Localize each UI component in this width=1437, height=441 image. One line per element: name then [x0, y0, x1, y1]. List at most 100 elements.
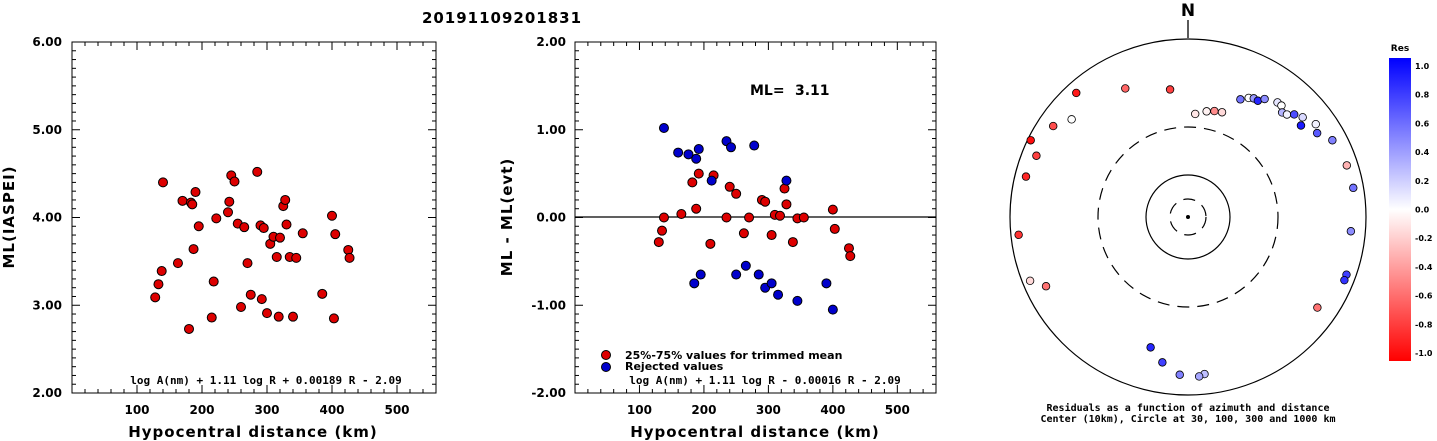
- series-0-point: [774, 210, 785, 221]
- series-1-point: [821, 278, 832, 289]
- data-point: [177, 195, 188, 206]
- station-residual-point: [1021, 172, 1031, 181]
- series-0-point: [687, 177, 698, 188]
- y-tick-label: 0.00: [536, 211, 566, 225]
- series-1-point: [658, 122, 669, 133]
- north-label: N: [1181, 1, 1195, 21]
- series-0-point: [829, 223, 840, 234]
- station-residual-point: [1191, 109, 1200, 119]
- residual-axis-ylabel: ML - ML(evt): [498, 158, 516, 276]
- residuals-vs-distance-panel: 100 200 300 400 500 -2.00 -1.00 0.00 1.00 2.00 ML…: [498, 35, 937, 441]
- series-0-point: [827, 204, 838, 215]
- distance-ring-300: [1097, 126, 1279, 308]
- data-point: [236, 302, 246, 313]
- colorbar-tick-label: 0.4: [1415, 148, 1430, 157]
- station-residual-point: [1346, 227, 1356, 236]
- legend-marker-rejected: [601, 362, 611, 372]
- x-tick-label: 100: [124, 403, 149, 417]
- station-residual-point: [1312, 128, 1322, 138]
- data-point: [317, 288, 328, 299]
- x-tick-label: 300: [756, 403, 781, 417]
- colorbar-tick-label: -0.6: [1415, 292, 1433, 301]
- station-residual-point: [1349, 183, 1358, 193]
- station-residual-point: [1340, 275, 1349, 285]
- y-tick-label: -1.00: [531, 298, 566, 312]
- data-point: [273, 311, 284, 322]
- distance-ring-100: [1145, 174, 1231, 260]
- series-1-point: [740, 260, 751, 271]
- colorbar-tick-label: -0.2: [1415, 234, 1433, 243]
- data-point: [262, 308, 272, 319]
- station-residual-point: [1025, 276, 1035, 285]
- series-0-point: [721, 212, 732, 223]
- data-point: [256, 294, 267, 305]
- station-residual-point: [1277, 101, 1286, 110]
- ml-axis-ylabel: ML(IASPEI): [0, 165, 18, 268]
- data-point: [229, 176, 240, 187]
- x-tick-label: 200: [189, 403, 214, 417]
- series-1-point: [673, 147, 684, 158]
- y-tick-label: 5.00: [32, 123, 62, 137]
- series-0-point: [766, 230, 777, 241]
- series-0-point: [653, 237, 664, 248]
- x-tick-label: 300: [254, 403, 279, 417]
- polar-caption-line2: Center (10km), Circle at 30, 100, 300 an…: [1040, 413, 1335, 425]
- station-residual-point: [1260, 94, 1269, 104]
- ml-label: ML=: [750, 83, 785, 99]
- station-residual-point: [1121, 84, 1130, 93]
- series-0-point: [691, 203, 702, 214]
- x-tick-label: 200: [691, 403, 716, 417]
- ml-vs-distance-panel: 100 200 300 400 500 2.00 3.00 4.00 5.00 6.00 ML(I…: [0, 35, 437, 441]
- station-residual-point: [1282, 110, 1292, 119]
- series-1-point: [749, 140, 760, 151]
- data-point: [258, 223, 269, 234]
- data-point: [150, 292, 161, 303]
- series-1-point: [731, 269, 742, 280]
- series-0-point: [657, 225, 668, 236]
- distance-axis-xlabel-2: Hypocentral distance (km): [630, 423, 880, 441]
- station-residual-point: [1236, 95, 1245, 104]
- legend-label-trimmed: 25%-75% values for trimmed mean: [625, 349, 842, 362]
- station-residual-point: [1158, 358, 1167, 367]
- data-point: [153, 279, 164, 290]
- station-residual-point: [1296, 121, 1306, 130]
- colorbar-gradient: [1389, 58, 1411, 361]
- y-tick-label: 2.00: [32, 386, 62, 400]
- data-point: [208, 276, 219, 287]
- main-title: 20191109201831: [422, 9, 582, 27]
- colorbar-tick-label: -0.4: [1415, 263, 1433, 272]
- data-point: [275, 232, 285, 243]
- series-0-point: [744, 212, 755, 223]
- series-0-point: [705, 238, 716, 249]
- x-tick-label: 400: [820, 403, 845, 417]
- station-residual-point: [1026, 136, 1035, 145]
- station-residual-point: [1210, 106, 1219, 116]
- p1-formula: log A(nm) + 1.11 log R + 0.00189 R - 2.0…: [130, 374, 402, 387]
- series-0-point: [731, 188, 742, 199]
- station-residual-point: [1342, 161, 1352, 170]
- station-residual-point: [1253, 96, 1263, 105]
- series-0-point: [658, 212, 669, 223]
- station-residual-point: [1202, 107, 1211, 116]
- station-residual-point: [1194, 372, 1204, 381]
- legend-label-rejected: Rejected values: [625, 360, 724, 373]
- series-1-point: [792, 295, 803, 306]
- p2-formula: log A(nm) + 1.11 log R - 0.00016 R - 2.0…: [629, 374, 901, 387]
- series-0-point: [845, 251, 856, 262]
- series-0-point: [781, 199, 792, 210]
- y-tick-label: 1.00: [536, 123, 566, 137]
- data-point: [187, 199, 198, 210]
- series-1-point: [726, 142, 737, 153]
- station-residual-point: [1298, 113, 1307, 122]
- series-1-point: [683, 149, 694, 160]
- data-point: [206, 312, 217, 323]
- y-tick-label: 3.00: [32, 298, 62, 312]
- series-0-point: [724, 181, 735, 192]
- colorbar-tick-label: 1.0: [1415, 62, 1430, 71]
- x-tick-label: 500: [384, 403, 409, 417]
- series-0-point: [693, 168, 704, 179]
- series-1-point: [781, 175, 792, 186]
- station-residual-point: [1072, 88, 1081, 98]
- y-tick-label: 4.00: [32, 211, 62, 225]
